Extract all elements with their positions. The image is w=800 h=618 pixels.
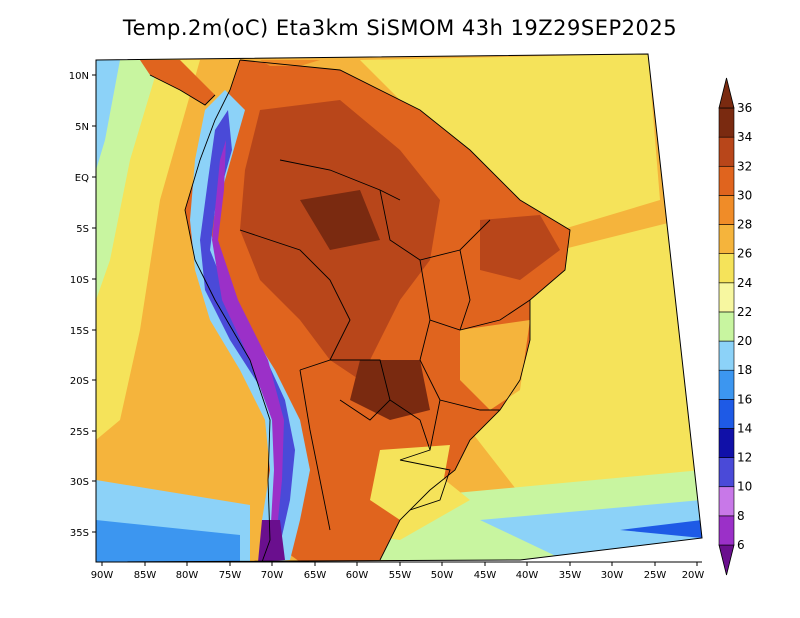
colorbar-segment — [718, 399, 735, 429]
interior-hottest — [300, 190, 380, 250]
state-border-south — [429, 399, 441, 451]
colorbar-level-label: 28 — [737, 218, 752, 232]
colorbar-level-label: 10 — [737, 480, 752, 494]
colorbar-segment — [718, 136, 735, 167]
colorbar-level-label: 26 — [737, 247, 752, 261]
caribbean-island — [260, 60, 320, 66]
lon-label-70w: 70W — [261, 570, 284, 581]
colorbar-level-label: 32 — [737, 159, 752, 173]
lon-label-60w: 60W — [346, 570, 369, 581]
south-brazil-mild — [370, 445, 450, 520]
colorbar-segment — [718, 369, 735, 400]
lat-label-10n: 10N — [69, 71, 89, 82]
colorbar-segment — [718, 486, 735, 517]
colorbar-level-label: 6 — [737, 538, 745, 552]
south-pacific-colder — [96, 520, 240, 562]
colorbar-segment — [718, 224, 735, 254]
coastline-east — [239, 59, 571, 561]
colorbar-level-label: 36 — [737, 101, 752, 115]
south-atlantic-cold — [480, 500, 702, 558]
lon-label-30w: 30W — [601, 570, 624, 581]
colorbar-segment — [718, 340, 735, 371]
colorbar-level-label: 18 — [737, 363, 752, 377]
colorbar-level-label: 30 — [737, 188, 752, 202]
lat-label-10s: 10S — [70, 275, 89, 286]
lat-label-eq: EQ — [75, 173, 89, 184]
pantanal-hottest — [350, 360, 430, 420]
colorbar-max-triangle — [718, 77, 735, 109]
colorbar-segment — [718, 311, 735, 342]
colorbar-segment — [718, 195, 735, 225]
lon-label-80w: 80W — [176, 570, 199, 581]
border-chile-argentina — [299, 369, 331, 531]
lon-label-35w: 35W — [559, 570, 582, 581]
lat-label-20s: 20S — [70, 376, 89, 387]
colorbar-level-label: 12 — [737, 451, 752, 465]
lon-label-55w: 55W — [389, 570, 412, 581]
colorbar-segment — [718, 253, 735, 284]
longitude-axis: 90W 85W 80W 75W 70W 65W 60W 55W 50W 45W … — [91, 562, 705, 581]
colorbar-min-triangle — [718, 544, 735, 576]
map-title: Temp.2m(oC) Eta3km SiSMOM 43h 19Z29SEP20… — [122, 16, 678, 40]
pacific-cooler-band — [96, 60, 160, 300]
colorbar-level-label: 24 — [737, 276, 752, 290]
northeast-hot-region — [480, 215, 560, 280]
colorbar-segment — [718, 107, 735, 138]
colorbar-level-label: 34 — [737, 130, 752, 144]
colorbar-segment — [718, 282, 735, 313]
lon-label-45w: 45W — [474, 570, 497, 581]
lat-label-35s: 35S — [70, 528, 89, 539]
lat-label-5n: 5N — [75, 122, 89, 133]
colorbar-segment — [718, 165, 735, 196]
patagonia-coldest — [258, 520, 285, 562]
temperature-field — [96, 54, 702, 562]
lon-label-25w: 25W — [644, 570, 667, 581]
lat-label-25s: 25S — [70, 427, 89, 438]
lon-label-20w: 20W — [682, 570, 705, 581]
border-colombia-brazil — [279, 159, 401, 201]
colorbar: 6 8 10 12 14 16 18 20 22 24 26 28 30 32 34 36 — [718, 77, 752, 576]
colorbar-level-label: 16 — [737, 392, 752, 406]
lon-label-40w: 40W — [516, 570, 539, 581]
border-paraguay — [389, 399, 431, 461]
north-atlantic-field — [360, 54, 660, 230]
latitude-axis: 10N 5N EQ 5S 10S 15S 20S 25S 30S 35S — [69, 71, 96, 539]
colorbar-level-label: 14 — [737, 421, 752, 435]
border-peru-brazil — [239, 229, 351, 371]
lon-label-75w: 75W — [219, 570, 242, 581]
lon-label-50w: 50W — [431, 570, 454, 581]
central-america-land — [140, 60, 215, 105]
political-borders — [149, 59, 571, 562]
colorbar-level-label: 8 — [737, 509, 745, 523]
border-uruguay — [399, 459, 451, 511]
colorbar-level-label: 20 — [737, 334, 752, 348]
colorbar-level-label: 22 — [737, 305, 752, 319]
colorbar-segment — [718, 428, 735, 458]
lat-label-5s: 5S — [76, 224, 89, 235]
lon-label-65w: 65W — [304, 570, 327, 581]
colorbar-segment — [718, 515, 735, 546]
lat-label-30s: 30S — [70, 477, 89, 488]
southeast-mild-region — [460, 320, 530, 410]
pacific-cold-band — [96, 60, 120, 170]
lat-label-15s: 15S — [70, 326, 89, 337]
central-america-border — [149, 74, 216, 106]
colorbar-segment — [718, 457, 735, 488]
state-border-northeast — [459, 249, 471, 331]
andes-coldest-strip — [212, 140, 284, 540]
lon-label-90w: 90W — [91, 570, 114, 581]
south-atlantic-coldest — [620, 520, 702, 538]
coastline-west — [184, 59, 271, 562]
lon-label-85w: 85W — [134, 570, 157, 581]
